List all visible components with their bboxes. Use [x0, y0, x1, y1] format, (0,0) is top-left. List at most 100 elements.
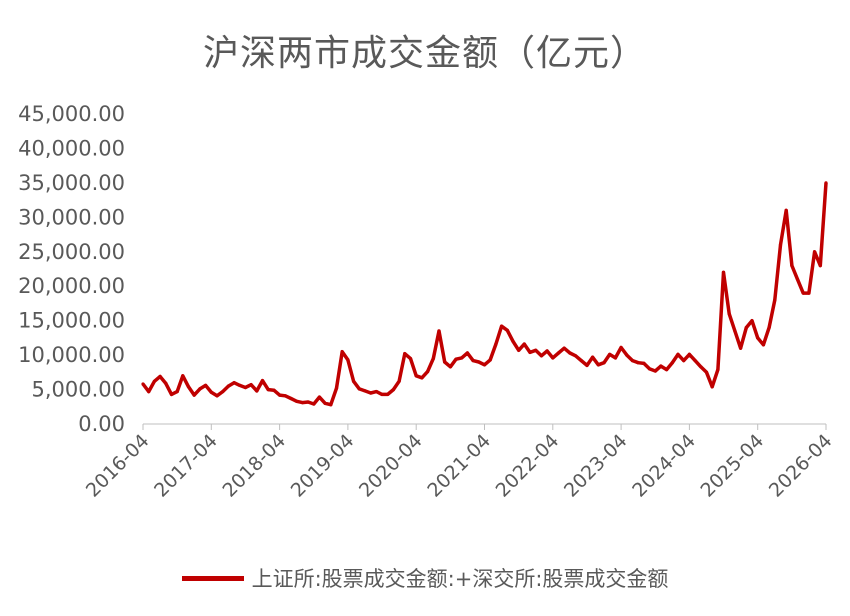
y-tick-label: 10,000.00: [18, 343, 125, 367]
data-point: [602, 361, 606, 365]
data-point: [152, 379, 156, 383]
data-point: [300, 401, 304, 405]
x-tick-label: 2016-04: [82, 430, 154, 502]
data-point: [818, 264, 822, 268]
data-point: [278, 393, 282, 397]
data-point: [283, 394, 287, 398]
data-point: [255, 389, 259, 393]
data-point: [232, 381, 236, 385]
data-point: [295, 399, 299, 403]
data-point: [613, 356, 618, 360]
legend-swatch: [181, 575, 244, 581]
data-point: [488, 358, 492, 362]
data-point: [795, 277, 800, 281]
data-point: [158, 374, 162, 379]
data-point: [665, 368, 669, 372]
data-point: [329, 403, 333, 407]
y-tick-label: 45,000.00: [18, 102, 125, 126]
data-point: [534, 348, 538, 352]
data-point: [397, 379, 401, 383]
data-point: [676, 352, 680, 356]
data-point: [494, 342, 498, 346]
series-layer: [141, 181, 828, 407]
y-tick-label: 25,000.00: [18, 240, 125, 264]
data-point: [465, 351, 469, 355]
data-point: [500, 324, 504, 328]
data-point: [648, 367, 652, 371]
data-point: [568, 351, 572, 355]
data-point: [357, 387, 361, 391]
data-point: [556, 351, 561, 355]
data-point: [596, 363, 600, 367]
x-tick-label: 2023-04: [560, 430, 632, 502]
chart-title: 沪深两市成交金额（亿元）: [202, 33, 647, 74]
x-tick-label: 2021-04: [423, 430, 495, 502]
data-point: [471, 359, 475, 363]
data-point: [363, 389, 367, 393]
data-point: [704, 370, 709, 374]
data-point: [426, 370, 430, 374]
data-point: [238, 383, 242, 387]
x-axis: 2016-042017-042018-042019-042020-042021-…: [82, 423, 837, 502]
data-point: [369, 391, 373, 395]
data-point: [710, 385, 714, 389]
data-point: [790, 264, 794, 268]
data-point: [642, 361, 646, 365]
data-point: [141, 382, 145, 386]
data-point: [454, 357, 458, 361]
data-point: [215, 394, 219, 398]
data-point: [670, 361, 674, 365]
data-point: [260, 379, 265, 383]
data-point: [266, 388, 270, 392]
data-point: [221, 390, 225, 394]
data-point: [403, 352, 407, 356]
data-point: [716, 368, 720, 372]
legend-label: 上证所:股票成交金额:+深交所:股票成交金额: [251, 567, 669, 591]
data-point: [408, 357, 413, 361]
y-axis-labels: 0.00 5,000.00 10,000.00 15,000.00 20,000.00 2…: [18, 102, 125, 436]
data-point: [346, 358, 350, 362]
data-point: [761, 343, 766, 347]
data-point: [682, 359, 686, 363]
data-point: [289, 396, 293, 401]
y-tick-label: 5,000.00: [31, 378, 125, 402]
x-tick-label: 2022-04: [492, 430, 564, 502]
data-point: [733, 329, 737, 333]
data-point: [226, 384, 230, 388]
data-point: [147, 390, 151, 394]
data-point: [608, 352, 612, 356]
data-point: [721, 270, 726, 274]
data-point: [784, 208, 788, 212]
data-point: [186, 385, 191, 389]
data-point: [340, 350, 344, 354]
chart-area: 0.00 5,000.00 10,000.00 15,000.00 20,000.00 2…: [18, 102, 837, 502]
data-point: [778, 243, 783, 247]
y-tick-label: 15,000.00: [18, 309, 125, 333]
data-point: [739, 346, 743, 350]
data-point: [175, 390, 179, 394]
series-line: [141, 182, 828, 407]
data-point: [477, 360, 481, 364]
data-point: [437, 329, 441, 333]
data-point: [522, 342, 526, 346]
data-point: [243, 385, 247, 390]
data-point: [482, 363, 487, 367]
data-point: [380, 392, 384, 396]
data-point: [744, 326, 748, 330]
data-point: [699, 365, 703, 369]
data-point: [756, 336, 760, 340]
x-tick-label: 2025-04: [697, 430, 769, 502]
data-point: [807, 291, 811, 295]
data-point: [625, 353, 629, 357]
data-point: [551, 356, 555, 360]
data-point: [511, 339, 515, 343]
data-point: [824, 181, 828, 185]
data-point: [505, 328, 509, 332]
data-point: [420, 376, 424, 380]
data-point: [192, 393, 196, 397]
data-point: [727, 312, 731, 316]
legend: 上证所:股票成交金额:+深交所:股票成交金额: [0, 560, 850, 596]
x-tick-label: 2020-04: [355, 430, 427, 502]
data-point: [334, 386, 339, 390]
data-point: [773, 298, 777, 302]
